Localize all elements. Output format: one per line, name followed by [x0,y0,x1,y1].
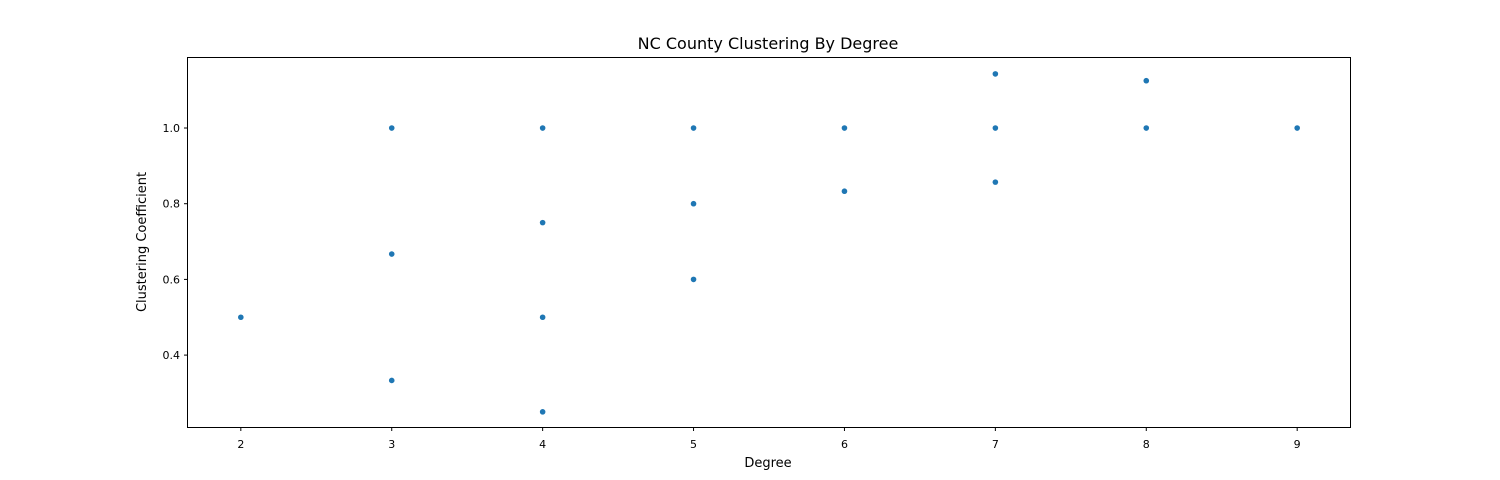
y-tick-label: 0.8 [163,198,181,211]
y-tick-label: 1.0 [163,122,181,135]
y-tick-label: 0.6 [163,273,181,286]
data-point [992,179,999,185]
data-point [1143,125,1150,131]
y-axis-ticks: 0.4 0.6 0.8 1.0 [163,122,188,362]
data-point [388,377,395,384]
data-point [1143,77,1150,84]
plot-frame [187,57,1351,428]
data-point [992,125,999,131]
data-point [690,276,697,283]
x-tick-label: 4 [539,438,546,451]
y-axis-label: Clustering Coefficient [135,172,150,312]
x-tick-label: 8 [1143,438,1150,451]
data-point [1294,125,1300,131]
x-axis-ticks: 2 3 4 5 6 7 8 9 [237,427,1301,451]
x-tick-label: 6 [841,438,848,451]
chart-title: NC County Clustering By Degree [638,34,899,53]
data-point [690,125,697,131]
data-point [539,314,546,321]
y-tick-label: 0.4 [163,349,181,362]
data-point [388,251,395,257]
x-tick-label: 7 [992,438,999,451]
data-point [690,200,697,207]
data-point [841,188,848,195]
x-tick-label: 5 [690,438,697,451]
data-point [992,71,999,77]
data-point [238,314,244,321]
plot-area [187,57,1351,428]
x-tick-label: 9 [1294,438,1301,451]
data-point [388,125,395,131]
data-point [841,125,848,131]
data-point [539,125,546,131]
data-points [238,71,1300,415]
x-axis-label: Degree [744,456,791,471]
data-point [539,409,546,415]
data-point [539,219,546,226]
x-tick-label: 2 [237,438,244,451]
x-tick-label: 3 [388,438,395,451]
